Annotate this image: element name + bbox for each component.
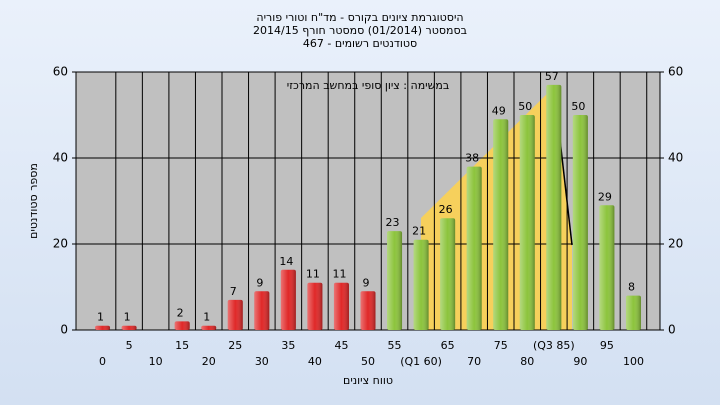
x-tick-label: 45 xyxy=(334,339,348,352)
x-tick-label: 40 xyxy=(308,355,322,368)
bar-shade xyxy=(440,218,456,330)
y-tick-label: 0 xyxy=(60,323,68,337)
data-label: 1 xyxy=(97,311,104,324)
data-label: 1 xyxy=(124,311,131,324)
bar-shade xyxy=(625,295,641,330)
bar-shade xyxy=(280,269,296,330)
x-tick-label: 5 xyxy=(126,339,133,352)
bar-shade xyxy=(227,299,243,330)
bar-shade xyxy=(333,282,349,330)
bar-shade xyxy=(413,239,429,330)
x-tick-label: 95 xyxy=(600,339,614,352)
annotation: במשימה : ציון סופי במחשב המרכזי xyxy=(287,79,450,92)
x-tick-label: (Q3 85) xyxy=(533,339,575,352)
data-label: 21 xyxy=(412,225,426,238)
data-label: 1 xyxy=(203,311,210,324)
x-tick-label: 35 xyxy=(281,339,295,352)
bar-shade xyxy=(546,84,562,331)
x-tick-label: 80 xyxy=(520,355,534,368)
x-tick-label: 50 xyxy=(361,355,375,368)
x-tick-label: 10 xyxy=(149,355,163,368)
data-label: 14 xyxy=(279,255,293,268)
x-tick-label: 20 xyxy=(202,355,216,368)
bar-shade xyxy=(307,282,323,330)
x-tick-label: 0 xyxy=(99,355,106,368)
x-tick-label: 75 xyxy=(494,339,508,352)
bar-shade xyxy=(95,325,111,330)
bar-shade xyxy=(174,321,190,330)
data-label: 26 xyxy=(439,203,453,216)
data-label: 50 xyxy=(518,100,532,113)
y-tick-label: 20 xyxy=(53,237,68,251)
chart-subtitle: סטודנטים רשומים - 467 xyxy=(303,37,417,50)
x-tick-label: 15 xyxy=(175,339,189,352)
y-tick-label: 60 xyxy=(53,65,68,79)
x-tick-label: 90 xyxy=(573,355,587,368)
data-label: 9 xyxy=(363,276,370,289)
data-label: 11 xyxy=(332,268,346,281)
chart-title: היסטוגרמת ציונים בקורס - מד"ח וטורי פורי… xyxy=(256,11,463,24)
bar-shade xyxy=(519,115,535,330)
bar-shade xyxy=(466,166,482,330)
x-tick-label: 100 xyxy=(623,355,644,368)
data-label: 50 xyxy=(571,100,585,113)
x-tick-label: 30 xyxy=(255,355,269,368)
bar-shade xyxy=(360,291,376,330)
bar-shade xyxy=(387,231,403,330)
data-label: 8 xyxy=(628,281,635,294)
x-tick-label: 25 xyxy=(228,339,242,352)
data-label: 49 xyxy=(492,104,506,117)
chart-subtitle: בסמסטר (01/2014) סמסטר חורף 2014/15 xyxy=(253,24,467,37)
bar-shade xyxy=(572,115,588,330)
x-tick-label: 70 xyxy=(467,355,481,368)
bar-shade xyxy=(201,325,217,330)
data-label: 11 xyxy=(306,268,320,281)
data-label: 38 xyxy=(465,152,479,165)
y2-tick-label: 20 xyxy=(668,237,683,251)
data-label: 2 xyxy=(177,306,184,319)
x-tick-label: 65 xyxy=(441,339,455,352)
data-label: 9 xyxy=(256,276,263,289)
data-label: 57 xyxy=(545,70,559,83)
x-tick-label: (Q1 60) xyxy=(400,355,442,368)
bar-shade xyxy=(254,291,270,330)
y2-tick-label: 60 xyxy=(668,65,683,79)
bar-shade xyxy=(493,119,509,330)
y2-tick-label: 40 xyxy=(668,151,683,165)
data-label: 7 xyxy=(230,285,237,298)
y-tick-label: 40 xyxy=(53,151,68,165)
y-axis-label: מספר סטודנטים xyxy=(27,163,40,239)
bar-shade xyxy=(599,205,615,330)
x-axis-label: טווח ציונים xyxy=(343,374,393,387)
y2-tick-label: 0 xyxy=(668,323,676,337)
x-tick-label: 55 xyxy=(388,339,402,352)
data-label: 29 xyxy=(598,190,612,203)
data-label: 23 xyxy=(386,216,400,229)
bar-shade xyxy=(121,325,137,330)
